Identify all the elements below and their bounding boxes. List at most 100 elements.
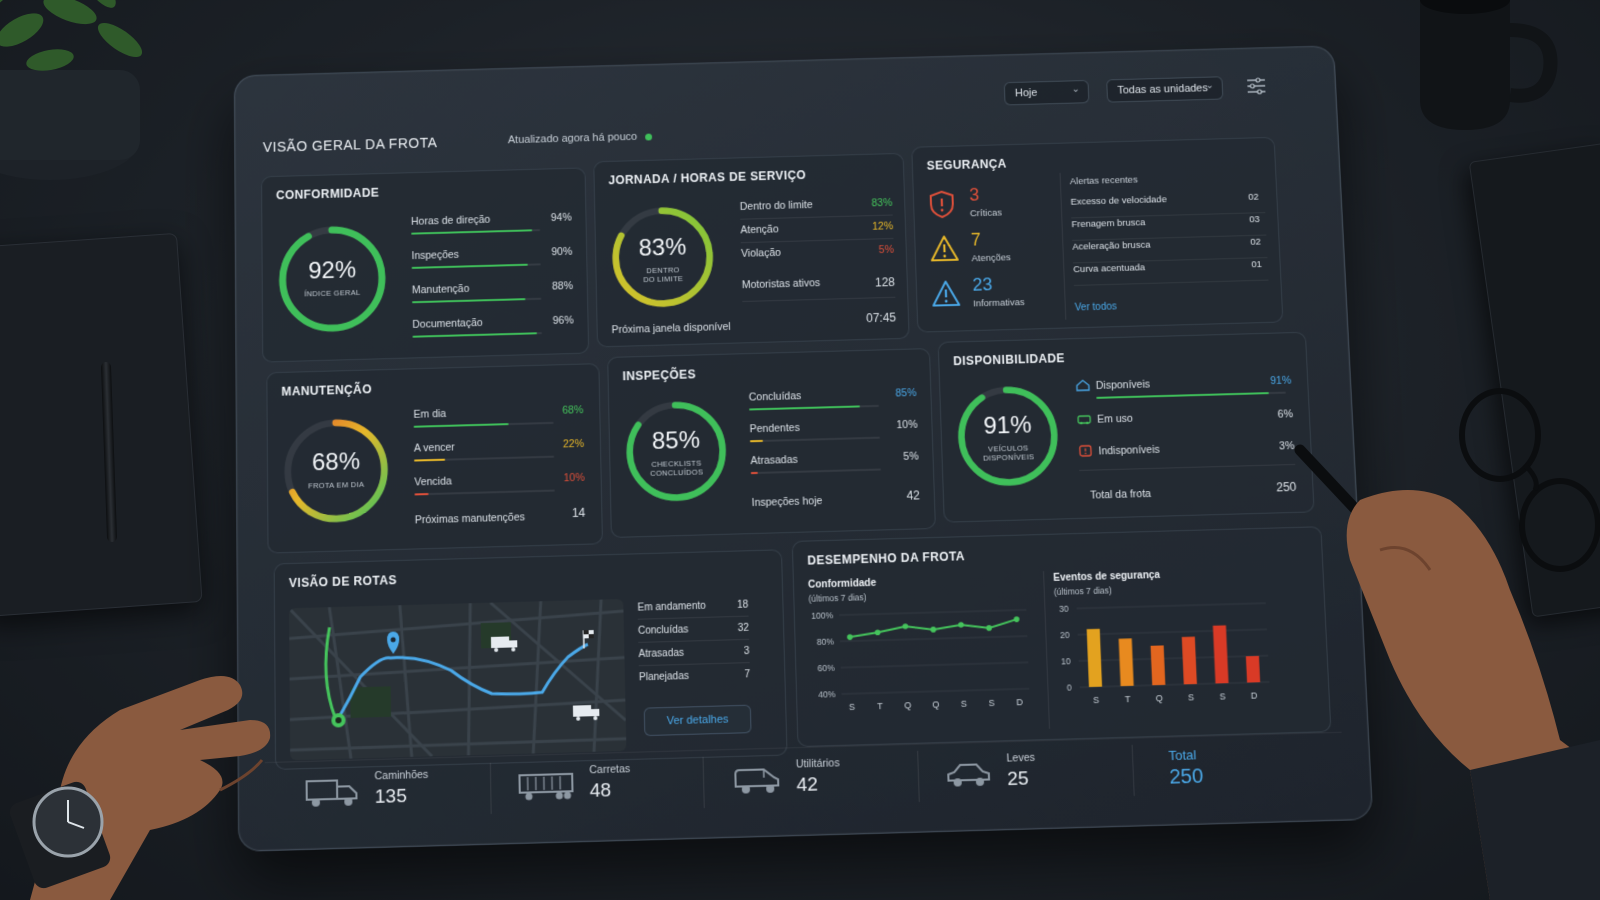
divider — [638, 616, 749, 620]
period-value: Hoje — [1015, 87, 1038, 99]
row-bar-fill — [412, 298, 526, 303]
light-label: Leves — [1006, 752, 1035, 765]
divider — [703, 757, 705, 808]
utility-label: Utilitários — [796, 757, 840, 770]
recent-alerts-heading: Alertas recentes — [1070, 171, 1264, 187]
row-bar-fill — [750, 440, 763, 442]
route-value: 32 — [737, 623, 748, 634]
row-label: Vencida — [414, 475, 452, 488]
routes-card: VISÃO DE ROTAS Em andamento 18 C — [274, 549, 788, 770]
tablet-dashboard: VISÃO GERAL DA FROTA Atualizado agora há… — [234, 45, 1374, 852]
info-count: 23 — [972, 274, 993, 295]
x-tick-label: T — [1125, 694, 1132, 704]
light-vehicles-summary[interactable]: Leves 25 — [946, 748, 1110, 804]
row-bar — [1096, 392, 1286, 399]
row-label: Indisponíveis — [1098, 444, 1160, 458]
total-label: Total — [1168, 747, 1196, 763]
compliance-chart-title: Conformidade — [808, 578, 876, 591]
route-label: Em andamento — [637, 601, 706, 614]
bar — [1087, 629, 1102, 687]
row-value: 85% — [895, 387, 916, 399]
row-bar — [411, 229, 540, 235]
x-tick-label: S — [849, 702, 855, 712]
trailers-summary[interactable]: Carretas 48 — [518, 760, 681, 816]
hours-gauge-label-2: DO LIMITE — [643, 274, 683, 284]
info-alerts[interactable]: 23 Informativas — [930, 273, 1061, 316]
trucks-summary[interactable]: Caminhões 135 — [305, 766, 468, 822]
inspections-title: INSPEÇÕES — [622, 367, 696, 383]
y-tick-label: 20 — [1060, 630, 1070, 640]
x-tick-label: D — [1016, 697, 1023, 707]
compliance-row: Inspeções 90% — [411, 246, 572, 250]
hours-gauge-label: DENTRO DO LIMITE — [620, 265, 706, 285]
next-window-row: Próxima janela disponível 07:45 — [611, 316, 895, 324]
data-point — [958, 622, 964, 628]
x-tick-label: S — [988, 698, 994, 708]
warning-alerts[interactable]: 7 Atenções — [929, 228, 1059, 271]
row-value: 22% — [563, 438, 584, 451]
route-row: Em andamento 18 — [637, 599, 748, 613]
view-details-button[interactable]: Ver detalhes — [644, 705, 752, 736]
safety-chart-subtitle: (últimos 7 dias) — [1054, 585, 1112, 597]
row-value: 68% — [562, 404, 583, 416]
hours-row: Atenção 12% — [740, 220, 893, 224]
warning-count: 7 — [971, 230, 982, 251]
performance-title: DESEMPENHO DA FROTA — [807, 549, 965, 567]
row-value: 10% — [563, 472, 584, 485]
row-bar-fill — [1096, 392, 1269, 399]
row-label: Em uso — [1097, 413, 1133, 426]
row-label: Horas de direção — [411, 214, 490, 228]
grid-line — [1078, 629, 1267, 634]
x-tick-label: Q — [904, 700, 911, 710]
row-label: Inspeções hoje — [751, 495, 822, 509]
utility-summary[interactable]: Utilitários 42 — [733, 754, 897, 810]
availability-title: DISPONIBILIDADE — [953, 351, 1065, 368]
alert-count: 02 — [1250, 237, 1261, 248]
row-bar — [414, 456, 554, 462]
row-value: 94% — [551, 212, 572, 224]
maintenance-gauge-value: 68% — [282, 447, 390, 478]
row-bar — [415, 490, 555, 496]
maintenance-row: Em dia 68% — [413, 404, 583, 409]
update-status: Atualizado agora há pouco — [508, 131, 652, 147]
grid-line — [841, 689, 1029, 694]
units-select[interactable]: Todas as unidades ⌄ — [1106, 76, 1223, 102]
inspections-card: INSPEÇÕES 85% CHECKLISTS CONCLUÍDOS Concl… — [607, 348, 936, 538]
y-tick-label: 10 — [1061, 656, 1071, 667]
row-value: 96% — [553, 315, 574, 327]
route-row: Concluídas 32 — [638, 623, 749, 637]
security-title: SEGURANÇA — [926, 157, 1006, 173]
compliance-row: Horas de direção 94% — [411, 212, 571, 216]
row-value: 91% — [1270, 375, 1292, 387]
period-select[interactable]: Hoje ⌄ — [1004, 80, 1090, 106]
y-tick-label: 100% — [811, 610, 834, 621]
light-count: 25 — [1007, 768, 1029, 791]
compliance-row: Manutenção 88% — [412, 280, 573, 284]
hours-card: JORNADA / HORAS DE SERVIÇO 83% DENTRO DO … — [593, 153, 909, 348]
divider — [741, 238, 894, 243]
data-point — [930, 627, 936, 633]
inspections-row: Concluídas 85% — [749, 387, 917, 392]
alert-row[interactable]: Curva acentuada 01 — [1073, 259, 1268, 286]
alert-label: Curva acentuada — [1073, 262, 1145, 275]
unavailable-icon — [1078, 445, 1092, 457]
page-title: VISÃO GERAL DA FROTA — [263, 135, 438, 155]
left-hand — [0, 560, 300, 900]
grid-line — [1077, 603, 1266, 608]
trailers-count: 48 — [590, 780, 612, 803]
filter-icon[interactable] — [1246, 77, 1267, 95]
routes-title: VISÃO DE ROTAS — [289, 573, 397, 590]
view-all-link[interactable]: Ver todos — [1075, 301, 1117, 313]
route-map[interactable] — [289, 599, 626, 760]
row-value: 88% — [552, 280, 573, 292]
critical-alerts[interactable]: 3 Críticas — [927, 183, 1057, 226]
row-value: 5% — [903, 451, 919, 463]
row-bar-fill — [749, 405, 859, 410]
row-label: Inspeções — [411, 249, 459, 262]
inspections-row: Pendentes 10% — [749, 419, 917, 424]
compliance-title: CONFORMIDADE — [276, 186, 379, 202]
divider — [740, 215, 893, 220]
status-dot — [645, 133, 652, 140]
row-label: Disponíveis — [1096, 379, 1151, 392]
row-bar — [412, 263, 541, 269]
